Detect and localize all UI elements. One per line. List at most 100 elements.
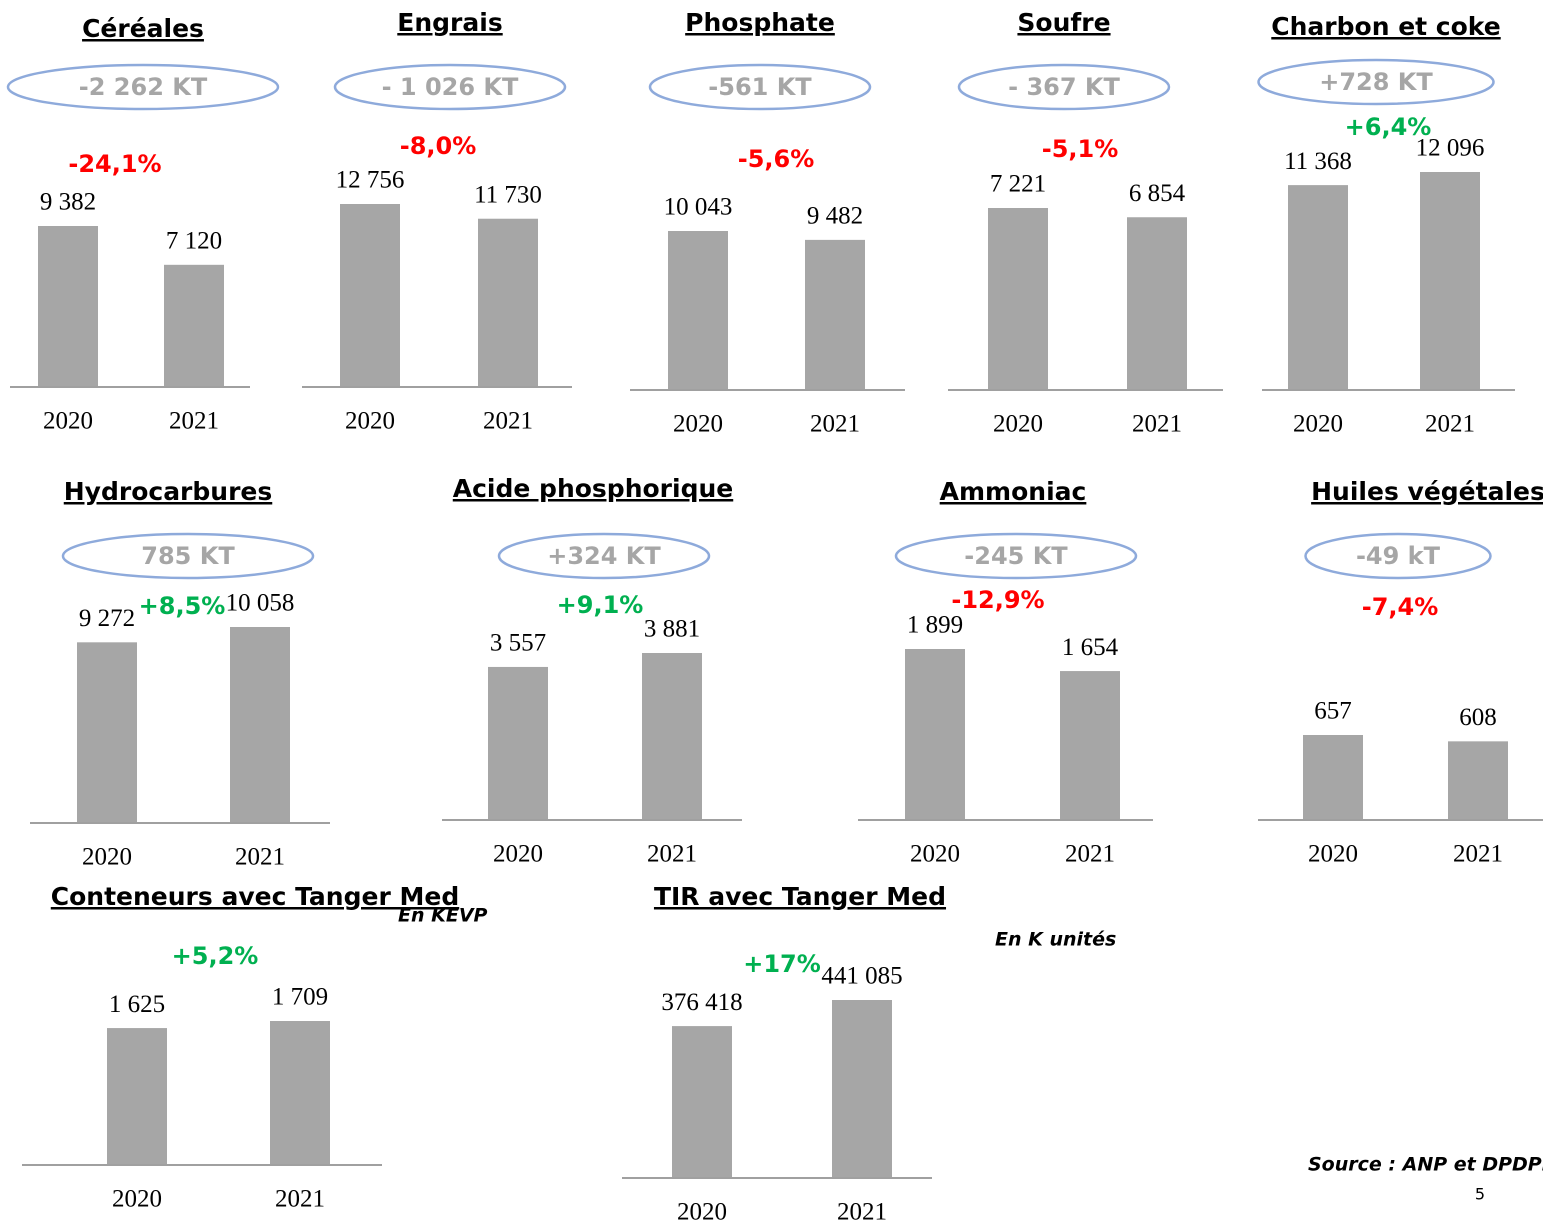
change-label: -5,1% <box>1042 135 1119 163</box>
bar <box>642 653 702 820</box>
value-label: 376 418 <box>661 989 742 1016</box>
value-label: 3 881 <box>644 616 700 643</box>
value-label: 10 043 <box>664 194 733 221</box>
chart-title: Ammoniac <box>940 477 1087 506</box>
value-label: 9 482 <box>807 203 863 230</box>
bar <box>832 1000 892 1178</box>
bar <box>668 231 728 390</box>
value-label: 11 730 <box>474 181 542 208</box>
chart-title: Céréales <box>82 14 204 43</box>
bar <box>1448 741 1508 820</box>
bar <box>488 666 548 820</box>
chart-title: Phosphate <box>685 8 835 37</box>
badge-ellipse <box>648 63 872 111</box>
badge-ellipse <box>6 63 280 111</box>
change-label: +17% <box>743 950 821 978</box>
value-label: 1 654 <box>1062 634 1119 661</box>
bar <box>905 649 965 820</box>
change-label: +8,5% <box>139 592 226 620</box>
x-tick-label: 2021 <box>1453 841 1503 868</box>
badge-text: 785 KT <box>141 542 235 570</box>
badge-text: +728 KT <box>1319 68 1433 96</box>
bar <box>77 642 137 823</box>
bar <box>805 239 865 390</box>
unit-note: En K unités <box>995 929 1116 951</box>
chart-title: Hydrocarbures <box>64 477 273 506</box>
chart-title: Conteneurs avec Tanger Med <box>51 882 459 911</box>
value-label: 3 557 <box>490 630 546 657</box>
value-label: 1 899 <box>907 612 963 639</box>
bar <box>1288 185 1348 390</box>
badge-ellipse <box>1257 58 1495 106</box>
chart-title: Engrais <box>397 8 502 37</box>
change-label: +6,4% <box>1345 113 1432 141</box>
bar <box>340 204 400 387</box>
badge-text: - 1 026 KT <box>382 73 519 101</box>
badge-text: +324 KT <box>547 542 661 570</box>
unit-note: En KEVP <box>398 905 488 927</box>
badge-ellipse <box>957 63 1171 111</box>
chart-title: Huiles végétales <box>1311 477 1543 506</box>
value-label: 9 272 <box>79 605 135 632</box>
bar <box>38 226 98 387</box>
x-tick-label: 2020 <box>82 844 132 871</box>
chart-title: Soufre <box>1017 8 1110 37</box>
value-label: 441 085 <box>821 963 902 990</box>
chart-title: Charbon et coke <box>1271 12 1500 41</box>
chart-title: Acide phosphorique <box>453 474 733 503</box>
x-tick-label: 2020 <box>673 411 723 438</box>
badge-text: -561 KT <box>708 73 812 101</box>
x-tick-label: 2020 <box>345 408 395 435</box>
x-tick-label: 2020 <box>677 1199 727 1225</box>
bar <box>672 1026 732 1178</box>
value-label: 12 756 <box>336 167 405 194</box>
badge-ellipse <box>497 532 711 580</box>
x-tick-label: 2020 <box>1293 411 1343 438</box>
x-tick-label: 2021 <box>1425 411 1475 438</box>
value-label: 7 221 <box>990 171 1046 198</box>
change-label: -5,6% <box>738 145 815 173</box>
change-label: -24,1% <box>68 150 161 178</box>
bar <box>1060 671 1120 820</box>
value-label: 608 <box>1459 704 1497 731</box>
badge-text: -2 262 KT <box>79 73 208 101</box>
x-tick-label: 2021 <box>235 844 285 871</box>
chart-title: TIR avec Tanger Med <box>654 882 946 911</box>
bar <box>230 627 290 823</box>
x-tick-label: 2020 <box>493 841 543 868</box>
badge-text: - 367 KT <box>1008 73 1120 101</box>
badge-text: -245 KT <box>964 542 1068 570</box>
value-label: 12 096 <box>1416 135 1485 162</box>
value-label: 10 058 <box>226 590 295 617</box>
badge-ellipse <box>333 63 567 111</box>
badge-ellipse <box>894 532 1138 580</box>
bar <box>478 218 538 387</box>
x-tick-label: 2020 <box>910 841 960 868</box>
bar <box>164 264 224 387</box>
badge-ellipse <box>1304 532 1492 580</box>
change-label: +9,1% <box>557 591 644 619</box>
bar <box>1303 735 1363 820</box>
x-tick-label: 2020 <box>1308 841 1358 868</box>
value-label: 1 709 <box>272 984 328 1011</box>
source-note: Source : ANP et DPDPM <box>1308 1154 1543 1176</box>
x-tick-label: 2021 <box>837 1199 887 1225</box>
x-tick-label: 2020 <box>112 1186 162 1213</box>
value-label: 9 382 <box>40 189 96 216</box>
page-number: 5 <box>1475 1185 1485 1204</box>
x-tick-label: 2020 <box>993 411 1043 438</box>
change-label: -7,4% <box>1362 593 1439 621</box>
change-label: +5,2% <box>172 942 259 970</box>
x-tick-label: 2021 <box>1065 841 1115 868</box>
x-tick-label: 2021 <box>275 1186 325 1213</box>
badge-ellipse <box>61 532 315 580</box>
bar <box>1127 217 1187 390</box>
x-tick-label: 2021 <box>810 411 860 438</box>
badge-text: -49 kT <box>1356 542 1441 570</box>
bar <box>270 1021 330 1165</box>
change-label: -8,0% <box>400 132 477 160</box>
x-tick-label: 2021 <box>647 841 697 868</box>
value-label: 6 854 <box>1129 180 1186 207</box>
value-label: 11 368 <box>1284 148 1352 175</box>
